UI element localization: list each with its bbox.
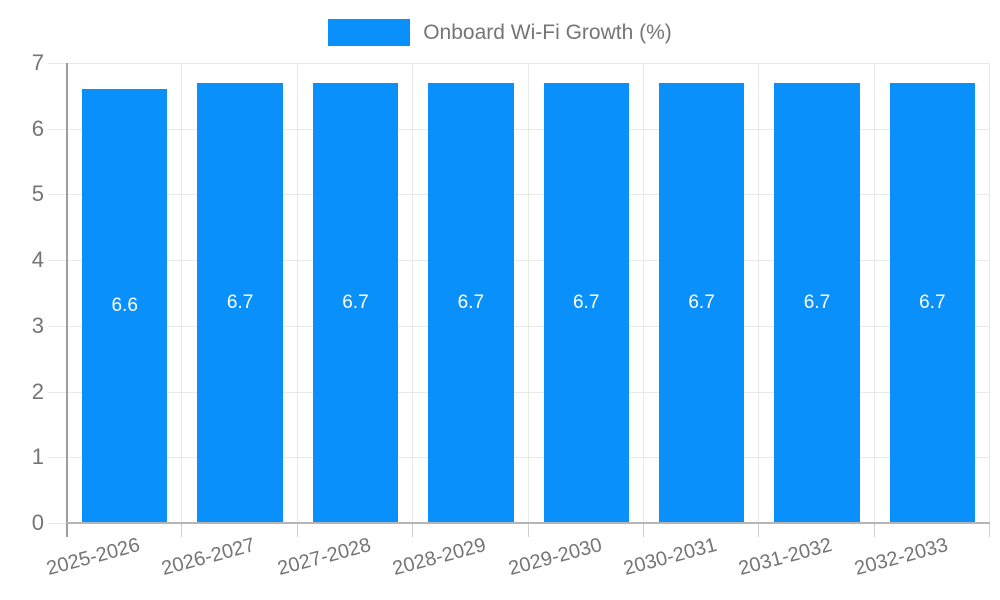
x-axis-tick — [642, 523, 644, 537]
gridline-vertical — [989, 63, 990, 523]
bar-value-label: 6.7 — [688, 291, 715, 313]
y-axis-line — [66, 63, 68, 537]
x-axis-tick-label: 2028-2029 — [390, 534, 489, 581]
bar-value-label: 6.7 — [457, 291, 485, 313]
y-axis-tick-label: 1 — [31, 444, 44, 470]
y-axis-tick-label: 4 — [31, 247, 44, 273]
x-axis-tick-label: 2026-2027 — [159, 534, 258, 581]
x-axis-tick-label: 2031-2032 — [736, 534, 835, 581]
gridline-horizontal — [67, 391, 990, 393]
bar-value-label: 6.6 — [111, 295, 138, 317]
bar-column: 6.7 — [875, 63, 990, 523]
y-axis-tick-label: 3 — [31, 312, 44, 338]
bar-column: 6.7 — [298, 63, 413, 523]
bar[interactable]: 6.7 — [428, 82, 514, 523]
y-axis-tick-label: 7 — [31, 50, 44, 75]
y-axis-tick — [48, 260, 67, 262]
y-axis-tick — [48, 63, 67, 64]
gridline-vertical — [642, 63, 644, 523]
bar[interactable]: 6.6 — [82, 89, 168, 523]
bar-column: 6.7 — [759, 63, 874, 523]
x-axis-tick-label: 2032-2033 — [851, 534, 951, 581]
gridline-vertical — [758, 63, 760, 523]
gridline-vertical — [296, 63, 298, 523]
bar-column: 6.7 — [413, 63, 528, 523]
bar-column: 6.7 — [182, 63, 297, 523]
gridline-horizontal — [67, 260, 990, 262]
gridline-vertical — [181, 63, 183, 523]
bar[interactable]: 6.7 — [312, 82, 399, 523]
bar-value-label: 6.7 — [919, 291, 946, 313]
y-axis-tick — [48, 457, 67, 459]
bar[interactable]: 6.7 — [889, 82, 975, 523]
y-axis-tick-label: 0 — [31, 510, 44, 535]
legend[interactable]: Onboard Wi-Fi Growth (%) — [0, 19, 1000, 46]
bar-value-label: 6.7 — [803, 291, 831, 313]
gridline-vertical — [873, 63, 875, 523]
bar-series: 6.6 6.7 6.7 6.7 6.7 6.7 6.7 6.7 — [67, 63, 990, 523]
x-axis-tick-label: 2029-2030 — [505, 534, 604, 581]
x-axis-tick — [758, 523, 760, 537]
y-axis-tick-label: 5 — [31, 181, 44, 207]
x-axis-tick — [181, 523, 183, 537]
bar-value-label: 6.7 — [342, 291, 369, 313]
legend-swatch-icon — [328, 19, 411, 46]
gridline-horizontal — [67, 128, 990, 130]
gridline-horizontal — [67, 325, 990, 327]
y-axis-tick-label: 2 — [31, 378, 44, 404]
bar-value-label: 6.7 — [572, 291, 600, 313]
bar[interactable]: 6.7 — [658, 82, 745, 523]
gridline-vertical — [412, 63, 414, 523]
x-axis-tick — [873, 523, 875, 537]
plot-area: 6.6 6.7 6.7 6.7 6.7 6.7 6.7 6.7 — [66, 63, 990, 537]
x-axis-tick-label: 2025-2026 — [44, 534, 143, 581]
gridline-vertical — [527, 63, 529, 523]
bar-column: 6.7 — [644, 63, 759, 523]
bar-value-label: 6.7 — [226, 291, 254, 313]
y-axis-tick — [48, 128, 67, 130]
x-axis-tick-label: 2027-2028 — [275, 534, 374, 581]
y-axis-tick — [48, 194, 67, 196]
legend-label: Onboard Wi-Fi Growth (%) — [423, 20, 672, 44]
bar-column: 6.6 — [67, 63, 182, 523]
x-axis-tick — [527, 523, 529, 537]
bar[interactable]: 6.7 — [543, 82, 629, 523]
bar[interactable]: 6.7 — [774, 82, 860, 523]
y-axis-tick — [48, 523, 67, 524]
y-axis-tick — [48, 391, 67, 393]
bar-column: 6.7 — [529, 63, 644, 523]
x-axis-tick — [296, 523, 298, 537]
y-axis-tick — [48, 325, 67, 327]
x-axis-tick-label: 2030-2031 — [621, 534, 720, 581]
bar[interactable]: 6.7 — [197, 82, 283, 523]
gridline-horizontal — [67, 194, 990, 196]
gridline-horizontal — [67, 457, 990, 459]
x-axis-line — [67, 522, 990, 524]
x-axis-tick — [989, 523, 990, 537]
gridline-horizontal — [67, 63, 990, 64]
y-axis-tick-label: 6 — [31, 115, 44, 141]
x-axis-tick — [412, 523, 414, 537]
